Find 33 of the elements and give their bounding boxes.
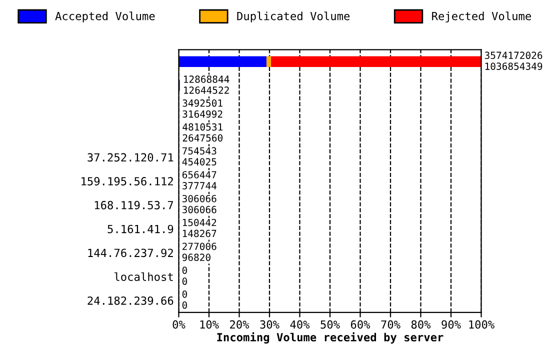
legend-label: Duplicated Volume	[237, 12, 350, 22]
x-tick-label: 100%	[469, 320, 494, 329]
legend-label: Accepted Volume	[55, 12, 155, 22]
y-tick-label: 5.161.41.9	[108, 224, 174, 234]
legend-label: Rejected Volume	[432, 12, 531, 22]
x-axis-title: Incoming Volume received by server	[217, 332, 444, 344]
x-tick-label: 0%	[172, 320, 186, 329]
annotation: 4810531 2647560	[182, 123, 223, 142]
y-tick-label: 168.119.53.7	[94, 200, 174, 210]
x-tick-label: 90%	[442, 320, 461, 329]
x-tick-label: 50%	[320, 320, 340, 329]
x-tick-label: 60%	[350, 320, 370, 329]
annotation: 0 0	[182, 290, 187, 309]
x-tick-label: 70%	[381, 320, 400, 329]
y-tick-label: 159.195.56.112	[82, 177, 173, 186]
text: 3574172026 1036854349	[484, 52, 542, 70]
x-tick-label: 20%	[230, 320, 250, 329]
y-tick-label: 24.182.239.66	[88, 296, 174, 305]
y-tick-label: 144.76.237.92	[88, 248, 173, 258]
annotation: 3492501 3164992	[182, 99, 222, 118]
annotation: 754543 454025	[182, 147, 216, 166]
annotation: 0 0	[182, 266, 187, 285]
annotation: 12868844 12644522	[184, 76, 230, 94]
x-tick-label: 40%	[290, 320, 310, 329]
y-tick-label: 37.252.120.71	[88, 153, 174, 162]
x-tick-label: 80%	[411, 320, 431, 329]
annotation: 150442 148267	[182, 218, 216, 238]
annotation: 306066 306066	[182, 194, 216, 214]
x-tick-label: 30%	[260, 320, 280, 329]
x-tick-label: 10%	[200, 320, 219, 329]
annotation: 277006 96820	[182, 242, 216, 262]
y-tick-label: localhost	[114, 272, 173, 281]
annotation: 656447 377744	[182, 171, 216, 190]
